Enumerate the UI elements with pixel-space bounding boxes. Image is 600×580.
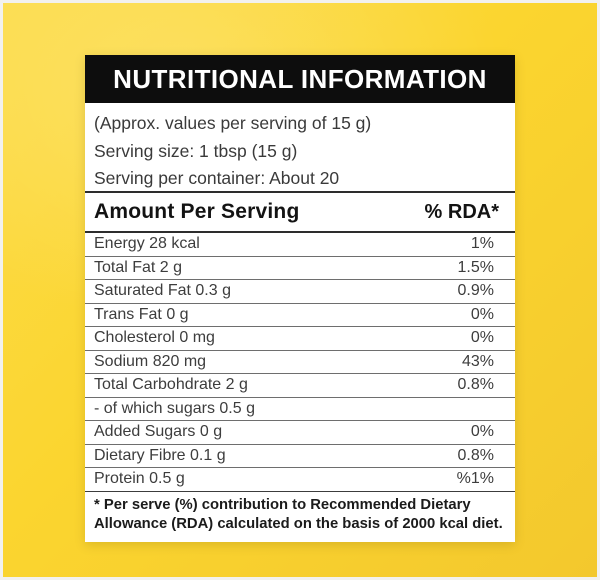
nutrient-name: Total Fat 2 g <box>94 258 183 276</box>
nutrient-rda-value: 0% <box>470 329 494 347</box>
nutrient-name: Trans Fat 0 g <box>94 305 189 323</box>
table-row: Cholesterol 0 mg 0% <box>85 327 515 351</box>
nutrient-rda-value: 0% <box>470 423 494 441</box>
nutrient-rda-value: 1.5% <box>457 258 494 276</box>
rda-column-header: % RDA* <box>424 200 499 223</box>
rda-footnote: * Per serve (%) contribution to Recommen… <box>94 496 503 533</box>
table-row: Energy 28 kcal 1% <box>85 233 515 257</box>
nutrient-name: Cholesterol 0 mg <box>94 329 215 347</box>
nutrient-rda-value: 43% <box>461 352 494 370</box>
table-row: Added Sugars 0 g 0% <box>85 421 515 445</box>
nutrient-name: Total Carbohdrate 2 g <box>94 376 248 394</box>
nutrient-rda-value: 0% <box>470 305 494 323</box>
table-row: Sodium 820 mg 43% <box>85 351 515 374</box>
nutrient-name: Saturated Fat 0.3 g <box>94 282 231 300</box>
nutrient-name: Dietary Fibre 0.1 g <box>94 446 226 464</box>
table-row: Saturated Fat 0.3 g 0.9% <box>85 280 515 304</box>
table-row: - of which sugars 0.5 g <box>85 398 515 421</box>
nutrient-name: Sodium 820 mg <box>94 352 207 370</box>
table-row: Dietary Fibre 0.1 g 0.8% <box>85 445 515 468</box>
nutrition-label-panel: NUTRITIONAL INFORMATION (Approx. values … <box>85 55 515 542</box>
table-header-row: Amount Per Serving % RDA* <box>85 193 515 233</box>
serving-info-line: Serving per container: About 20 <box>94 168 340 188</box>
nutrition-label-title: NUTRITIONAL INFORMATION <box>85 55 515 103</box>
table-row: Trans Fat 0 g 0% <box>85 304 515 327</box>
nutrient-name: Protein 0.5 g <box>94 470 185 488</box>
nutrient-rda-value: 1% <box>470 235 494 253</box>
table-row: Total Fat 2 g 1.5% <box>85 257 515 280</box>
nutrient-rda-value: 0.9% <box>457 282 494 300</box>
serving-info-line: Serving size: 1 tbsp (15 g) <box>94 140 298 161</box>
nutrient-rda-value: %1% <box>456 470 494 488</box>
nutrient-table: Energy 28 kcal 1% Total Fat 2 g 1.5% Saturat… <box>85 233 515 492</box>
nutrient-rda-value: 0.8% <box>457 446 494 464</box>
nutrient-name: Energy 28 kcal <box>94 235 200 253</box>
amount-per-serving-header: Amount Per Serving <box>94 200 300 223</box>
nutrient-name: - of which sugars 0.5 g <box>94 399 255 417</box>
serving-info-line: (Approx. values per serving of 15 g) <box>94 113 372 133</box>
nutrient-rda-value: 0.8% <box>457 376 494 394</box>
table-row: Protein 0.5 g %1% <box>85 468 515 492</box>
table-row: Total Carbohdrate 2 g 0.8% <box>85 374 515 398</box>
serving-info-section: (Approx. values per serving of 15 g) Serv… <box>85 103 515 193</box>
nutrient-name: Added Sugars 0 g <box>94 423 223 441</box>
